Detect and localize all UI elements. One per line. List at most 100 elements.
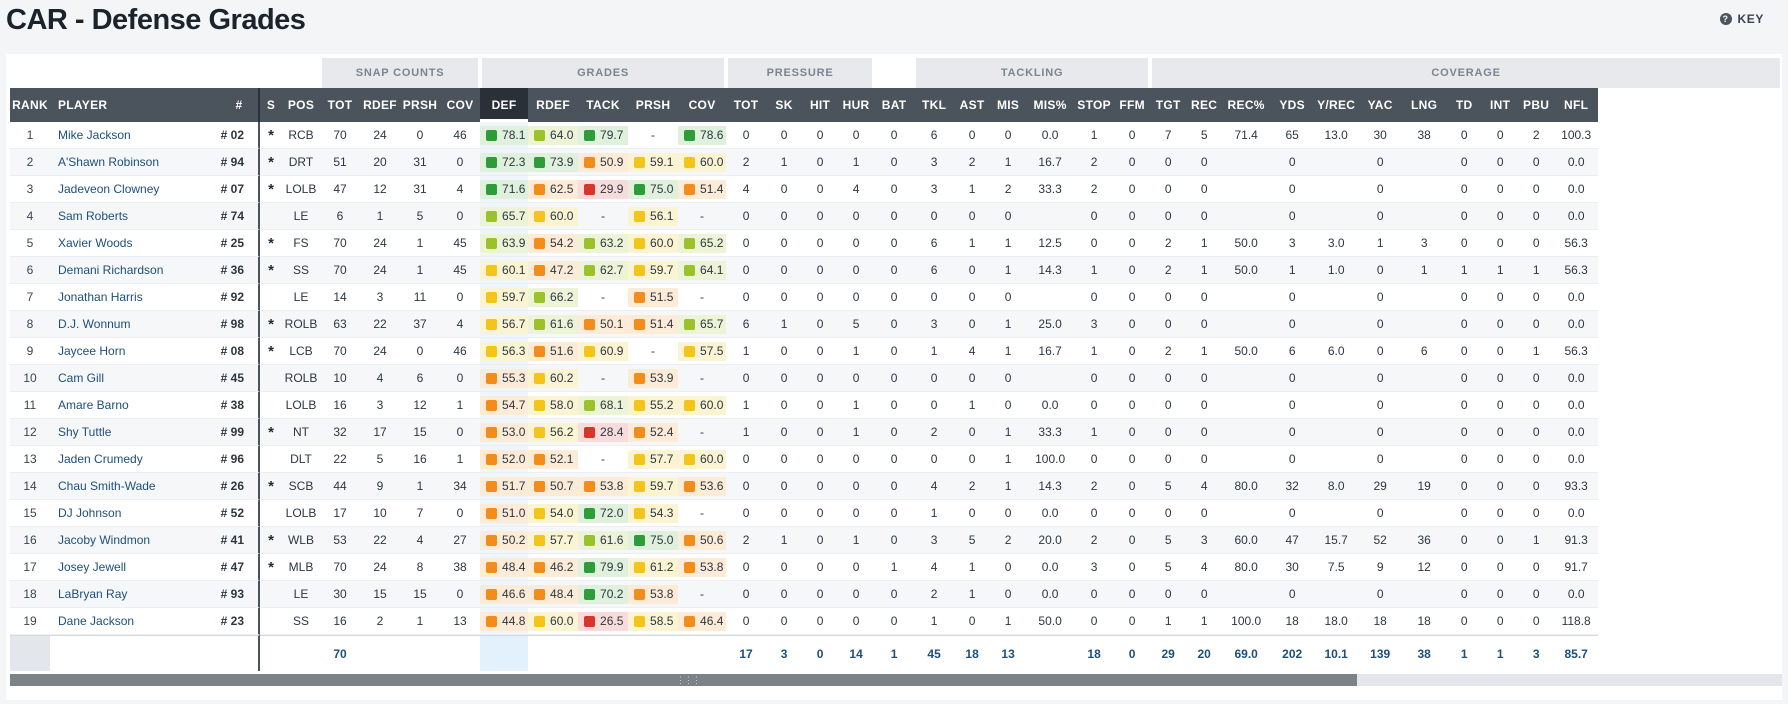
column-header-def-9[interactable]: DEF — [480, 88, 529, 122]
player-name-link[interactable]: Chau Smith-Wade — [50, 473, 220, 500]
grade-cell: 52.1 — [528, 446, 579, 473]
stat-cell — [1314, 284, 1359, 311]
table-row[interactable]: 8 D.J. Wonnum # 98 * ROLB 63 22 37 4 56.7 61.6 50.1… — [10, 311, 1782, 338]
stat-cell: 0 — [990, 365, 1027, 392]
column-header-mis-22[interactable]: MIS% — [1026, 88, 1075, 122]
column-header-hur-17[interactable]: HUR — [838, 88, 875, 122]
column-header-cov-8[interactable]: COV — [440, 88, 481, 122]
column-header-rdef-10[interactable]: RDEF — [528, 88, 579, 122]
column-header-rec-27[interactable]: REC% — [1222, 88, 1271, 122]
grade-badge: - — [579, 450, 627, 469]
player-name-link[interactable]: Sam Roberts — [50, 203, 220, 230]
column-header-ffm-24[interactable]: FFM — [1114, 88, 1151, 122]
column-header-rdef-6[interactable]: RDEF — [360, 88, 400, 122]
column-header-ast-20[interactable]: AST — [954, 88, 991, 122]
grade-value: 65.7 — [700, 317, 724, 331]
player-name-link[interactable]: Shy Tuttle — [50, 419, 220, 446]
table-row[interactable]: 6 Demani Richardson # 36 * SS 70 24 1 45 60.1 47.2… — [10, 257, 1782, 284]
column-header-lng-31[interactable]: LNG — [1402, 88, 1447, 122]
column-header-prsh-7[interactable]: PRSH — [400, 88, 440, 122]
column-header-td-32[interactable]: TD — [1446, 88, 1483, 122]
player-name-link[interactable]: D.J. Wonnum — [50, 311, 220, 338]
table-row[interactable]: 12 Shy Tuttle # 99 * NT 32 17 15 0 53.0 56.2 28.4 52… — [10, 419, 1782, 446]
table-row[interactable]: 14 Chau Smith-Wade # 26 * SCB 44 9 1 34 51.7 50.7 5… — [10, 473, 1782, 500]
player-name-link[interactable]: Mike Jackson — [50, 122, 220, 149]
player-name-link[interactable]: Jaden Crumedy — [50, 446, 220, 473]
column-header-stop-23[interactable]: STOP — [1074, 88, 1115, 122]
grade-cell: 60.2 — [528, 365, 579, 392]
grade-value: 75.0 — [650, 533, 674, 547]
table-row[interactable]: 17 Josey Jewell # 47 * MLB 70 24 8 38 48.4 46.2 79.… — [10, 554, 1782, 581]
table-row[interactable]: 19 Dane Jackson # 23 SS 16 2 1 13 44.8 60.0 26.5 58… — [10, 608, 1782, 635]
column-header-tgt-25[interactable]: TGT — [1150, 88, 1187, 122]
column-header-tot-5[interactable]: TOT — [320, 88, 360, 122]
grade-value: 48.4 — [502, 560, 526, 574]
column-header-tkl-19[interactable]: TKL — [914, 88, 955, 122]
column-header-bat-18[interactable]: BAT — [874, 88, 915, 122]
grade-value: 50.7 — [550, 479, 574, 493]
jersey-number: # 07 — [220, 176, 260, 203]
player-name-link[interactable]: Jaycee Horn — [50, 338, 220, 365]
player-name-link[interactable]: Cam Gill — [50, 365, 220, 392]
scrollbar-thumb[interactable]: ⋮⋮⋮ — [10, 674, 1357, 686]
table-row[interactable]: 18 LaBryan Ray # 93 LE 30 15 15 0 46.6 48.4 70.2 53… — [10, 581, 1782, 608]
column-header-yac-30[interactable]: YAC — [1358, 88, 1403, 122]
column-header-tack-11[interactable]: TACK — [578, 88, 629, 122]
player-name-link[interactable]: A'Shawn Robinson — [50, 149, 220, 176]
table-row[interactable]: 3 Jadeveon Clowney # 07 * LOLB 47 12 31 4 71.6 62.… — [10, 176, 1782, 203]
column-header-pos-4[interactable]: POS — [282, 88, 320, 122]
table-row[interactable]: 7 Jonathan Harris # 92 LE 14 3 11 0 59.7 66.2-51.… — [10, 284, 1782, 311]
column-header-nfl-35[interactable]: NFL — [1554, 88, 1599, 122]
table-row[interactable]: 9 Jaycee Horn # 08 * LCB 70 24 0 46 56.3 51.6 60.9-… — [10, 338, 1782, 365]
table-row[interactable]: 2 A'Shawn Robinson # 94 * DRT 51 20 31 0 72.3 73.9… — [10, 149, 1782, 176]
player-name-link[interactable]: Jonathan Harris — [50, 284, 220, 311]
stat-cell: 0 — [1358, 311, 1403, 338]
key-button[interactable]: ? KEY — [1719, 12, 1764, 26]
column-header-s-3[interactable]: S — [260, 88, 282, 122]
player-name-link[interactable]: Josey Jewell — [50, 554, 220, 581]
stat-cell: 1 — [766, 149, 803, 176]
table-row[interactable]: 10 Cam Gill # 45 ROLB 10 4 6 0 55.3 60.2-53.9-0 0 0… — [10, 365, 1782, 392]
stat-cell: 0 — [1482, 365, 1519, 392]
table-row[interactable]: 5 Xavier Woods # 25 * FS 70 24 1 45 63.9 54.2 63.2 6… — [10, 230, 1782, 257]
column-header-rank-0[interactable]: RANK — [10, 88, 50, 122]
player-name-link[interactable]: DJ Johnson — [50, 500, 220, 527]
column-header-hit-16[interactable]: HIT — [802, 88, 839, 122]
player-name-link[interactable]: Xavier Woods — [50, 230, 220, 257]
player-name-link[interactable]: Jacoby Windmon — [50, 527, 220, 554]
column-header-cov-13[interactable]: COV — [678, 88, 727, 122]
grade-badge: 56.7 — [480, 314, 529, 334]
column-header-y-rec-29[interactable]: Y/REC — [1314, 88, 1359, 122]
column-header-tot-14[interactable]: TOT — [726, 88, 767, 122]
table-row[interactable]: 13 Jaden Crumedy # 96 DLT 22 5 16 1 52.0 52.1-57.… — [10, 446, 1782, 473]
player-name-link[interactable]: Dane Jackson — [50, 608, 220, 635]
player-name-link[interactable]: Jadeveon Clowney — [50, 176, 220, 203]
table-row[interactable]: 15 DJ Johnson # 52 LOLB 17 10 7 0 51.0 54.0 72.0 54… — [10, 500, 1782, 527]
horizontal-scrollbar[interactable]: ⋮⋮⋮ — [10, 674, 1782, 686]
stat-cell — [1222, 500, 1271, 527]
table-row[interactable]: 11 Amare Barno # 38 LOLB 16 3 12 1 54.7 58.0 68.1 5… — [10, 392, 1782, 419]
column-header--2[interactable]: # — [220, 88, 260, 122]
stat-cell — [1222, 149, 1271, 176]
column-header-sk-15[interactable]: SK — [766, 88, 803, 122]
grade-value: 53.9 — [650, 371, 674, 385]
table-row[interactable]: 16 Jacoby Windmon # 41 * WLB 53 22 4 27 50.2 57.7 6… — [10, 527, 1782, 554]
column-header-prsh-12[interactable]: PRSH — [628, 88, 679, 122]
snap-count-cell: 0 — [400, 338, 440, 365]
stat-cell: 0 — [1270, 203, 1315, 230]
table-row[interactable]: 1 Mike Jackson # 02 * RCB 70 24 0 46 78.1 64.0 79.7… — [10, 122, 1782, 149]
player-name-link[interactable]: Demani Richardson — [50, 257, 220, 284]
column-header-player-1[interactable]: PLAYER — [50, 88, 220, 122]
column-header-pbu-34[interactable]: PBU — [1518, 88, 1555, 122]
grade-color-swatch — [584, 615, 596, 627]
column-header-yds-28[interactable]: YDS — [1270, 88, 1315, 122]
stat-cell: 18 — [1402, 608, 1447, 635]
player-name-link[interactable]: LaBryan Ray — [50, 581, 220, 608]
table-row[interactable]: 4 Sam Roberts # 74 LE 6 1 5 0 65.7 60.0-56.1-0 0 0 0… — [10, 203, 1782, 230]
column-header-rec-26[interactable]: REC — [1186, 88, 1223, 122]
player-name-link[interactable]: Amare Barno — [50, 392, 220, 419]
column-header-mis-21[interactable]: MIS — [990, 88, 1027, 122]
grade-value: - — [601, 290, 606, 304]
column-header-int-33[interactable]: INT — [1482, 88, 1519, 122]
grade-value: 58.0 — [550, 398, 574, 412]
